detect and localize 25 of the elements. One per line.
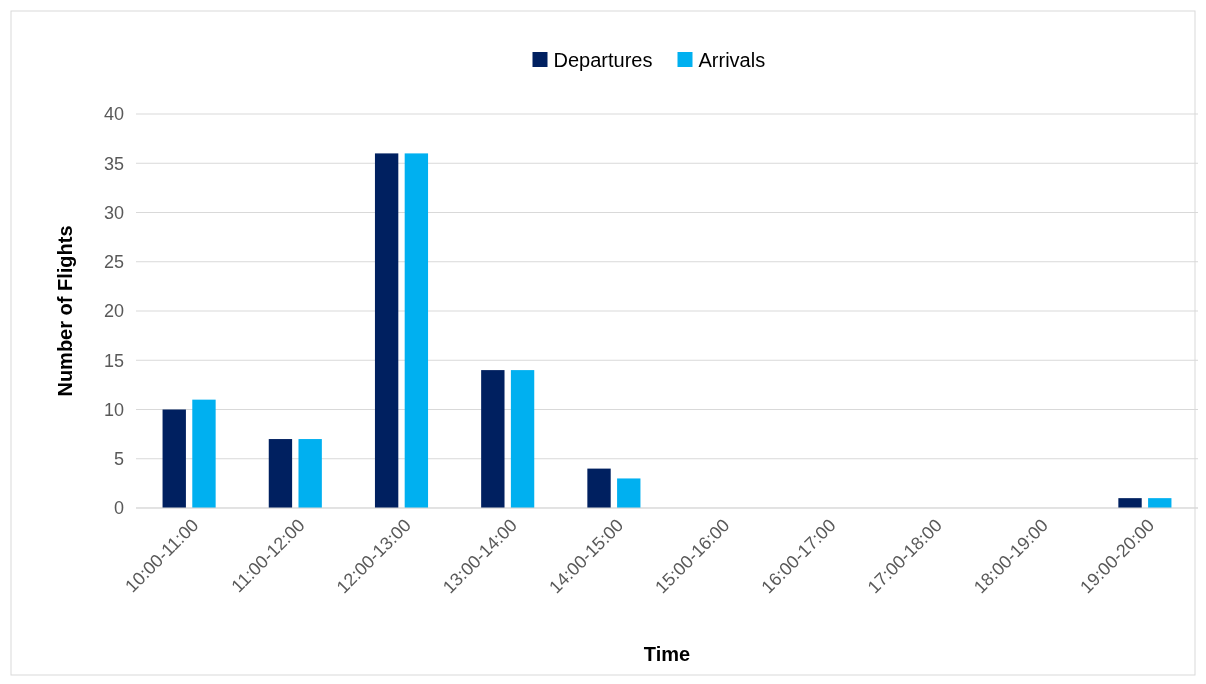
y-tick-label: 10 bbox=[103, 399, 124, 420]
bar bbox=[298, 439, 322, 508]
bar bbox=[510, 370, 535, 508]
y-tick-label: 25 bbox=[103, 252, 124, 273]
bar bbox=[1148, 498, 1172, 508]
legend-label: Departures bbox=[553, 49, 653, 71]
bar bbox=[268, 439, 293, 508]
y-tick-label: 35 bbox=[103, 153, 124, 174]
bar bbox=[404, 153, 429, 508]
y-tick-label: 0 bbox=[113, 498, 124, 519]
bar bbox=[162, 409, 186, 508]
bar bbox=[192, 399, 216, 508]
y-tick-label: 30 bbox=[103, 202, 124, 223]
bar bbox=[374, 153, 399, 508]
bar bbox=[481, 370, 505, 508]
bar bbox=[587, 468, 611, 508]
y-tick-label: 20 bbox=[103, 301, 124, 322]
y-tick-label: 5 bbox=[113, 449, 124, 470]
y-tick-label: 15 bbox=[103, 350, 124, 371]
bar bbox=[1118, 498, 1142, 508]
legend-label: Arrivals bbox=[698, 49, 766, 71]
y-tick-label: 40 bbox=[103, 104, 124, 125]
bar bbox=[617, 478, 641, 508]
x-axis-title: Time bbox=[643, 643, 691, 665]
y-axis-title: Number of Flights bbox=[54, 225, 76, 397]
